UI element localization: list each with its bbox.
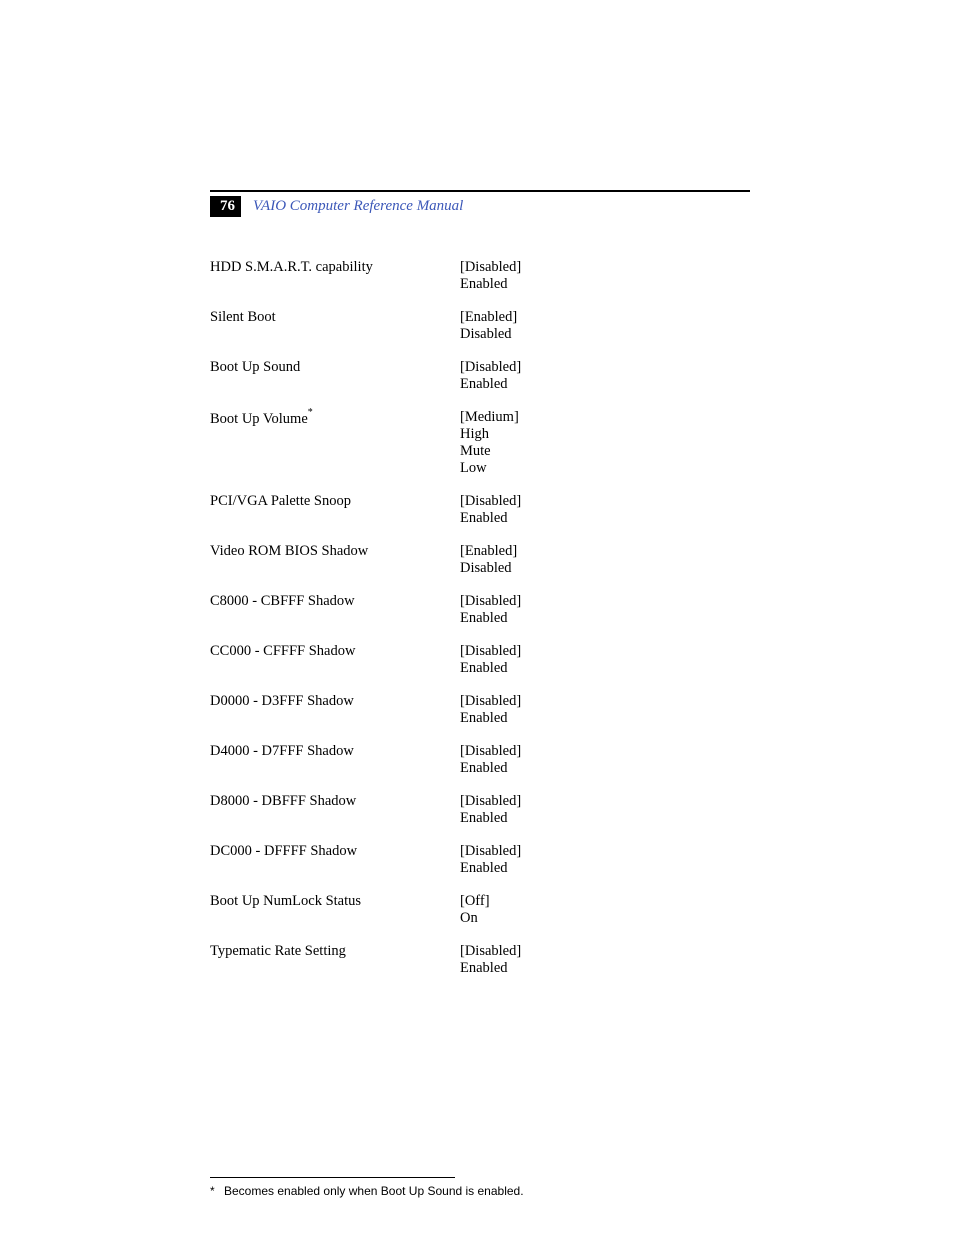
setting-label-text: CC000 - CFFFF Shadow: [210, 643, 355, 659]
setting-value: Disabled: [460, 326, 517, 343]
setting-value: [Disabled]: [460, 643, 521, 660]
setting-row: D4000 - D7FFF Shadow [Disabled]Enabled: [210, 743, 750, 777]
setting-label-text: Boot Up Sound: [210, 359, 300, 375]
setting-values: [Disabled]Enabled: [460, 259, 521, 293]
setting-value: Enabled: [460, 960, 521, 977]
setting-value: Enabled: [460, 610, 521, 627]
setting-value: Enabled: [460, 710, 521, 727]
setting-label: HDD S.M.A.R.T. capability: [210, 259, 460, 293]
header-title: VAIO Computer Reference Manual: [253, 198, 463, 215]
setting-values: [Enabled]Disabled: [460, 543, 517, 577]
setting-label: D4000 - D7FFF Shadow: [210, 743, 460, 777]
setting-value: [Disabled]: [460, 743, 521, 760]
setting-values: [Disabled]Enabled: [460, 843, 521, 877]
setting-values: [Disabled]Enabled: [460, 793, 521, 827]
setting-value: Mute: [460, 443, 519, 460]
setting-value: [Disabled]: [460, 259, 521, 276]
setting-value: Enabled: [460, 860, 521, 877]
setting-value: Enabled: [460, 810, 521, 827]
setting-row: D0000 - D3FFF Shadow [Disabled]Enabled: [210, 693, 750, 727]
page-content: 76 VAIO Computer Reference Manual HDD S.…: [210, 190, 750, 1198]
setting-value: High: [460, 426, 519, 443]
setting-label-text: C8000 - CBFFF Shadow: [210, 593, 355, 609]
setting-value: [Medium]: [460, 409, 519, 426]
setting-label: DC000 - DFFFF Shadow: [210, 843, 460, 877]
setting-value: Enabled: [460, 276, 521, 293]
setting-values: [Disabled]Enabled: [460, 359, 521, 393]
setting-row: Boot Up Sound [Disabled]Enabled: [210, 359, 750, 393]
footnote-ref: *: [308, 407, 313, 418]
setting-value: [Off]: [460, 893, 490, 910]
setting-values: [Enabled]Disabled: [460, 309, 517, 343]
setting-label: C8000 - CBFFF Shadow: [210, 593, 460, 627]
setting-value: [Enabled]: [460, 309, 517, 326]
setting-values: [Disabled]Enabled: [460, 493, 521, 527]
setting-label: Video ROM BIOS Shadow: [210, 543, 460, 577]
setting-label-text: HDD S.M.A.R.T. capability: [210, 259, 373, 275]
setting-row: Boot Up Volume*[Medium]HighMuteLow: [210, 409, 750, 477]
setting-label-text: D0000 - D3FFF Shadow: [210, 693, 354, 709]
setting-label-text: Boot Up Volume: [210, 411, 308, 427]
page-number: 76: [210, 196, 241, 217]
setting-values: [Medium]HighMuteLow: [460, 409, 519, 477]
setting-label-text: Typematic Rate Setting: [210, 943, 346, 959]
setting-label-text: Boot Up NumLock Status: [210, 893, 361, 909]
setting-label-text: Video ROM BIOS Shadow: [210, 543, 368, 559]
setting-row: HDD S.M.A.R.T. capability [Disabled]Enabl…: [210, 259, 750, 293]
setting-label: Silent Boot: [210, 309, 460, 343]
setting-value: [Disabled]: [460, 793, 521, 810]
setting-value: [Disabled]: [460, 593, 521, 610]
setting-value: [Enabled]: [460, 543, 517, 560]
setting-value: [Disabled]: [460, 493, 521, 510]
setting-label: D8000 - DBFFF Shadow: [210, 793, 460, 827]
setting-row: Typematic Rate Setting [Disabled]Enabled: [210, 943, 750, 977]
setting-label-text: D4000 - D7FFF Shadow: [210, 743, 354, 759]
setting-value: Enabled: [460, 660, 521, 677]
setting-value: On: [460, 910, 490, 927]
setting-value: [Disabled]: [460, 359, 521, 376]
setting-values: [Disabled]Enabled: [460, 643, 521, 677]
setting-values: [Disabled]Enabled: [460, 743, 521, 777]
setting-values: [Disabled]Enabled: [460, 943, 521, 977]
setting-label: D0000 - D3FFF Shadow: [210, 693, 460, 727]
setting-label: Boot Up NumLock Status: [210, 893, 460, 927]
setting-row: CC000 - CFFFF Shadow [Disabled]Enabled: [210, 643, 750, 677]
setting-row: Boot Up NumLock Status [Off]On: [210, 893, 750, 927]
setting-label: Typematic Rate Setting: [210, 943, 460, 977]
settings-list: HDD S.M.A.R.T. capability[Disabled]Enabl…: [210, 259, 750, 977]
page-header: 76 VAIO Computer Reference Manual: [210, 196, 750, 217]
setting-value: Disabled: [460, 560, 517, 577]
footnote-mark: *: [210, 1184, 224, 1198]
setting-value: [Disabled]: [460, 693, 521, 710]
setting-row: PCI/VGA Palette Snoop [Disabled]Enabled: [210, 493, 750, 527]
setting-label-text: D8000 - DBFFF Shadow: [210, 793, 356, 809]
setting-label-text: PCI/VGA Palette Snoop: [210, 493, 351, 509]
setting-value: Enabled: [460, 376, 521, 393]
setting-row: Silent Boot [Enabled]Disabled: [210, 309, 750, 343]
setting-label: CC000 - CFFFF Shadow: [210, 643, 460, 677]
setting-value: Enabled: [460, 760, 521, 777]
setting-label: Boot Up Sound: [210, 359, 460, 393]
setting-row: C8000 - CBFFF Shadow [Disabled]Enabled: [210, 593, 750, 627]
setting-row: DC000 - DFFFF Shadow [Disabled]Enabled: [210, 843, 750, 877]
setting-row: Video ROM BIOS Shadow [Enabled]Disabled: [210, 543, 750, 577]
setting-value: Low: [460, 460, 519, 477]
setting-row: D8000 - DBFFF Shadow [Disabled]Enabled: [210, 793, 750, 827]
setting-value: [Disabled]: [460, 943, 521, 960]
setting-label-text: Silent Boot: [210, 309, 276, 325]
setting-value: Enabled: [460, 510, 521, 527]
setting-values: [Off]On: [460, 893, 490, 927]
footnote: *Becomes enabled only when Boot Up Sound…: [210, 1184, 750, 1198]
setting-values: [Disabled]Enabled: [460, 593, 521, 627]
setting-label-text: DC000 - DFFFF Shadow: [210, 843, 357, 859]
setting-values: [Disabled]Enabled: [460, 693, 521, 727]
header-rule: [210, 190, 750, 192]
footnote-rule: [210, 1177, 455, 1178]
footnote-text: Becomes enabled only when Boot Up Sound …: [224, 1184, 524, 1198]
setting-label: Boot Up Volume*: [210, 409, 460, 477]
setting-value: [Disabled]: [460, 843, 521, 860]
setting-label: PCI/VGA Palette Snoop: [210, 493, 460, 527]
